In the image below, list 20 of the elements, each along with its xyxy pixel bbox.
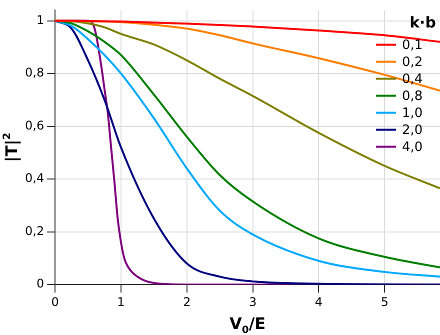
y-tick-label: 1 — [36, 12, 44, 27]
legend-title: k·b — [410, 14, 436, 32]
y-tick-label: 0,4 — [24, 171, 44, 186]
x-tick-label: 1 — [117, 294, 125, 309]
y-axis-title: |T|2 — [2, 132, 21, 162]
legend-label: 1,0 — [402, 106, 423, 122]
y-tick-label: 0,6 — [24, 118, 44, 132]
legend-label: 0,2 — [402, 55, 423, 70]
y-tick-label: 0,2 — [24, 224, 44, 238]
legend-label: 0,1 — [402, 38, 423, 54]
x-tick-label: 0 — [51, 294, 59, 309]
x-tick-label: 3 — [248, 294, 257, 309]
x-tick-label: 4 — [314, 294, 323, 309]
legend-label: 4,0 — [402, 140, 423, 156]
y-tick-label: 0,8 — [24, 66, 44, 80]
legend-label: 0,8 — [402, 89, 423, 104]
legend-label: 2,0 — [402, 123, 423, 138]
x-tick-label: 2 — [183, 294, 191, 309]
x-tick-label: 5 — [380, 294, 388, 309]
y-tick-label: 0 — [36, 276, 44, 291]
